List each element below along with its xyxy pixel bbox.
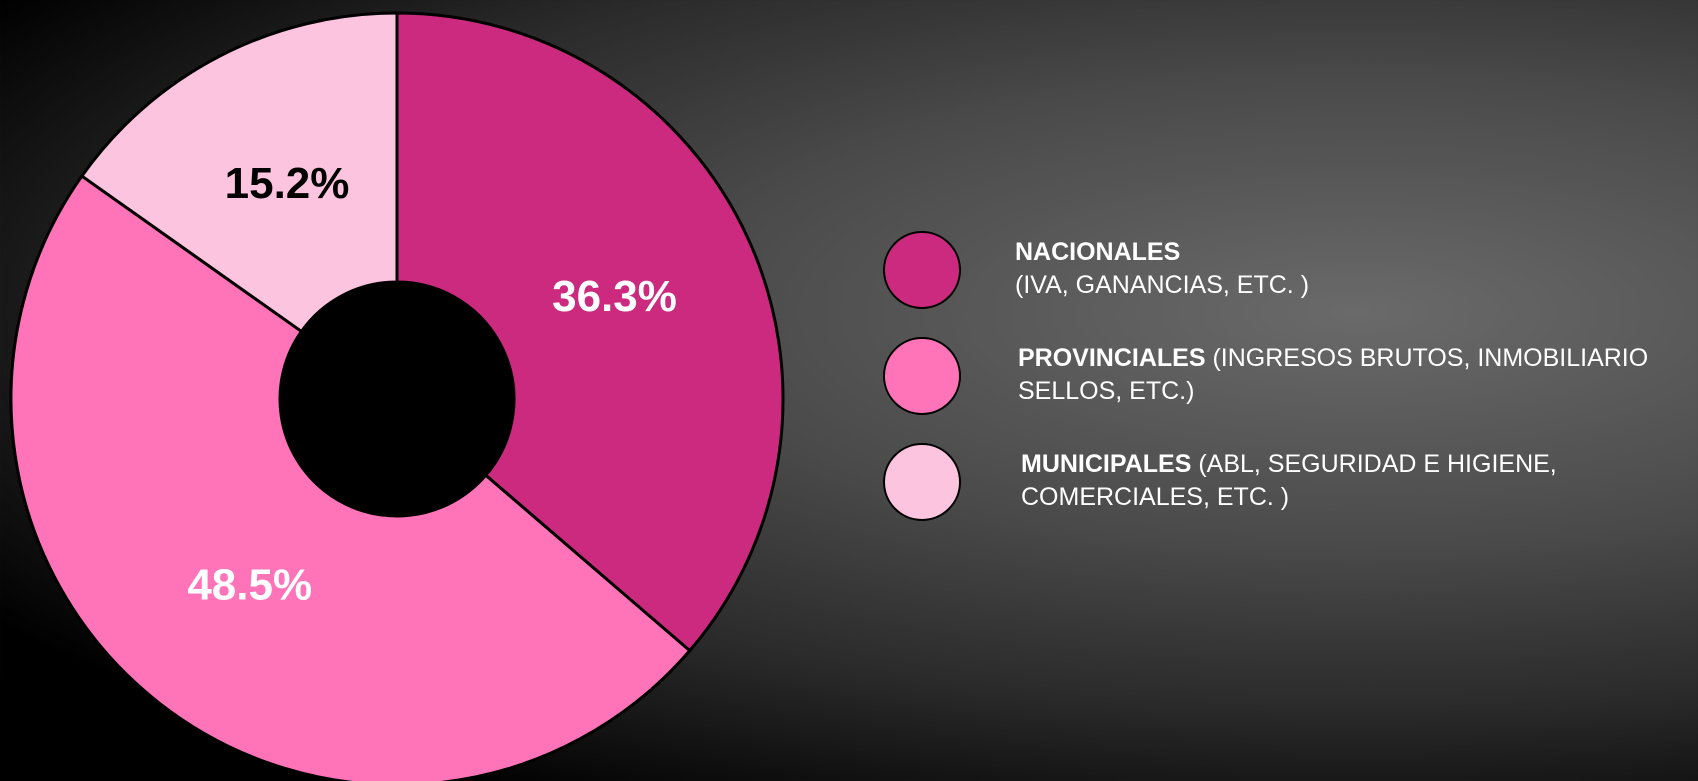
donut-slice [395,11,785,653]
legend-detail: (IVA, GANANCIAS, ETC. ) [1015,271,1310,299]
value-label: 48.5% [187,560,312,609]
legend-swatch [883,443,961,521]
legend-name: PROVINCIALES [1018,344,1206,372]
legend-swatch [883,231,961,309]
legend-name: NACIONALES [1015,238,1181,266]
value-label: 15.2% [225,159,350,208]
legend-entry: MUNICIPALES (ABL, SEGURIDAD E HIGIENE, C… [1021,448,1698,514]
legend-entry: NACIONALES (IVA, GANANCIAS, ETC. ) [1015,236,1615,302]
value-label: 36.3% [552,272,677,321]
legend-swatch [883,337,961,415]
legend-detail: (ABL, SEGURIDAD E HIGIENE, COMERCIALES, … [1021,450,1557,511]
donut-slice [79,11,399,334]
legend-name: MUNICIPALES [1021,450,1192,478]
legend-entry: PROVINCIALES (INGRESOS BRUTOS, INMOBILIA… [1018,342,1698,408]
donut-hole [280,282,514,516]
legend-detail: (INGRESOS BRUTOS, INMOBILIARIO SELLOS, E… [1018,344,1649,405]
